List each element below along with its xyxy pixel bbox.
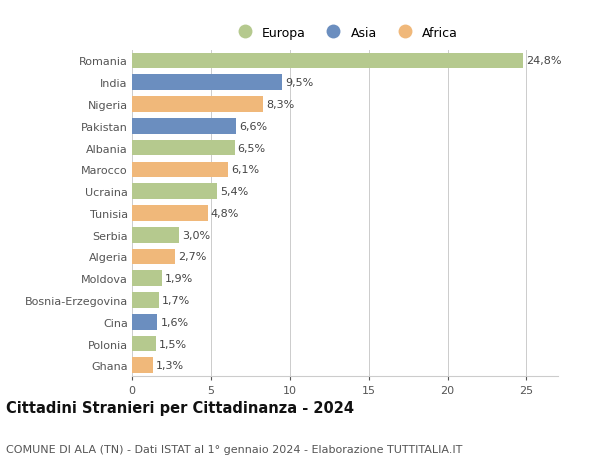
- Bar: [132, 184, 217, 200]
- Bar: [132, 292, 159, 308]
- Bar: [132, 97, 263, 112]
- Text: Cittadini Stranieri per Cittadinanza - 2024: Cittadini Stranieri per Cittadinanza - 2…: [6, 400, 354, 415]
- Bar: [132, 271, 162, 286]
- Text: 1,6%: 1,6%: [160, 317, 188, 327]
- Text: COMUNE DI ALA (TN) - Dati ISTAT al 1° gennaio 2024 - Elaborazione TUTTITALIA.IT: COMUNE DI ALA (TN) - Dati ISTAT al 1° ge…: [6, 444, 463, 454]
- Text: 1,5%: 1,5%: [159, 339, 187, 349]
- Text: 24,8%: 24,8%: [526, 56, 562, 67]
- Bar: [132, 75, 282, 91]
- Bar: [132, 249, 175, 265]
- Bar: [132, 336, 155, 352]
- Text: 2,7%: 2,7%: [178, 252, 206, 262]
- Text: 8,3%: 8,3%: [266, 100, 295, 110]
- Text: 3,0%: 3,0%: [182, 230, 211, 240]
- Bar: [132, 140, 235, 156]
- Text: 1,7%: 1,7%: [162, 295, 190, 305]
- Bar: [132, 206, 208, 221]
- Text: 5,4%: 5,4%: [220, 187, 248, 197]
- Legend: Europa, Asia, Africa: Europa, Asia, Africa: [229, 24, 461, 42]
- Text: 6,6%: 6,6%: [239, 122, 268, 132]
- Text: 1,3%: 1,3%: [155, 360, 184, 370]
- Bar: [132, 54, 523, 69]
- Text: 4,8%: 4,8%: [211, 208, 239, 218]
- Bar: [132, 358, 152, 373]
- Bar: [132, 227, 179, 243]
- Text: 6,5%: 6,5%: [238, 143, 266, 153]
- Bar: [132, 162, 228, 178]
- Bar: [132, 119, 236, 134]
- Text: 1,9%: 1,9%: [165, 274, 193, 284]
- Text: 9,5%: 9,5%: [285, 78, 313, 88]
- Text: 6,1%: 6,1%: [232, 165, 260, 175]
- Bar: [132, 314, 157, 330]
